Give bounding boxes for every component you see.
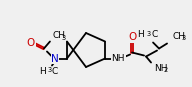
Text: H: H [137,30,144,39]
Text: C: C [151,30,157,39]
Text: CH: CH [172,32,185,41]
Text: O: O [128,33,136,43]
Text: O: O [27,39,35,48]
Text: N: N [51,54,59,64]
Text: 3: 3 [181,35,185,41]
Text: 3: 3 [62,35,66,41]
Text: 2: 2 [163,68,167,74]
Text: CH: CH [53,31,66,40]
Text: 3: 3 [146,31,150,37]
Text: H: H [39,67,46,76]
Text: C: C [52,67,58,76]
Text: NH: NH [111,54,125,63]
Text: 3: 3 [48,68,52,74]
Text: NH: NH [154,64,168,73]
